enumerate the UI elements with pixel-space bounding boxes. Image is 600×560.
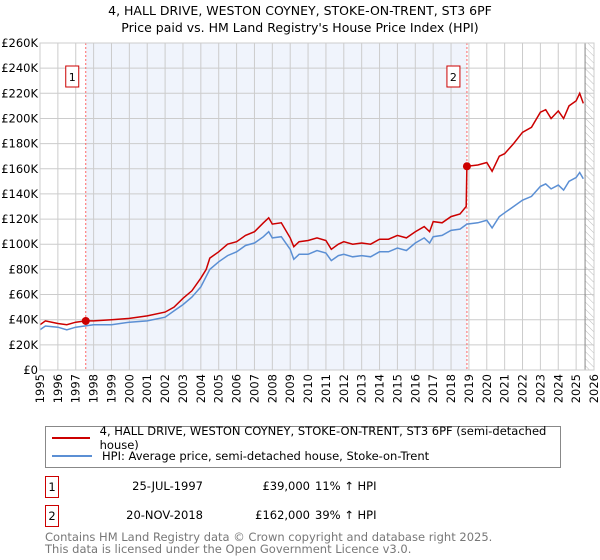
legend-swatch-blue xyxy=(52,455,92,457)
sale-row: 1 25-JUL-1997 £39,000 11% ↑ HPI xyxy=(45,476,565,498)
x-tick-label: 2008 xyxy=(265,374,279,403)
x-tick-label: 1998 xyxy=(87,374,101,403)
sale-badge: 2 xyxy=(45,505,59,527)
x-tick-label: 2017 xyxy=(426,374,440,403)
x-tick-label: 2022 xyxy=(516,374,530,403)
x-tick-label: 2002 xyxy=(158,374,172,403)
legend-label: HPI: Average price, semi-detached house,… xyxy=(102,449,430,463)
x-tick-label: 1997 xyxy=(69,374,83,403)
x-tick-label: 2012 xyxy=(337,374,351,403)
legend-swatch-red xyxy=(52,437,90,439)
price-chart: 1995 1996 1997 1998 1999 2000 2001 2002 2003 2004… xyxy=(1,36,600,403)
y-tick-label: £220K xyxy=(1,86,38,100)
x-tick-label: 2013 xyxy=(355,374,369,403)
plot-frame xyxy=(39,42,595,371)
sale-point xyxy=(81,316,90,325)
chart-title: 4, HALL DRIVE, WESTON COYNEY, STOKE-ON-T… xyxy=(108,3,492,18)
x-tick-label: 2001 xyxy=(140,374,154,403)
x-tick-label: 2003 xyxy=(176,374,190,403)
x-tick-label: 2025 xyxy=(569,374,583,403)
y-tick-label: £140K xyxy=(1,187,38,201)
x-tick-label: 1999 xyxy=(104,374,118,403)
x-tick-label: 2015 xyxy=(390,374,404,403)
forecast-hatch xyxy=(585,43,594,370)
sale-price: £39,000 xyxy=(262,479,310,493)
x-tick-label: 2024 xyxy=(551,374,565,403)
sale-date: 25-JUL-1997 xyxy=(132,479,203,493)
y-tick-label: £0 xyxy=(23,363,38,377)
y-tick-label: £160K xyxy=(1,162,38,176)
y-tick-label: £180K xyxy=(1,137,38,151)
x-tick-label: 2016 xyxy=(408,374,422,403)
sale-hpi-diff: 39% ↑ HPI xyxy=(315,508,377,522)
sale-label: 1 xyxy=(69,71,76,84)
x-tick-label: 2020 xyxy=(480,374,494,403)
footer-copyright: Contains HM Land Registry data © Crown c… xyxy=(45,530,493,544)
x-tick-label: 2000 xyxy=(122,374,136,403)
footer-licence: This data is licensed under the Open Gov… xyxy=(45,542,412,556)
sale-row: 2 20-NOV-2018 £162,000 39% ↑ HPI xyxy=(45,505,565,527)
legend: 4, HALL DRIVE, WESTON COYNEY, STOKE-ON-T… xyxy=(45,424,561,468)
hpi-line xyxy=(39,171,584,331)
sale-label: 2 xyxy=(450,71,457,84)
y-tick-label: £40K xyxy=(9,313,39,327)
sale-date: 20-NOV-2018 xyxy=(126,508,203,522)
x-tick-label: 2009 xyxy=(283,374,297,403)
x-tick-label: 2004 xyxy=(194,374,208,403)
x-tick-label: 2023 xyxy=(533,374,547,403)
sale-point xyxy=(462,162,471,171)
sale-hpi-diff: 11% ↑ HPI xyxy=(315,479,377,493)
x-tick-label: 2021 xyxy=(498,374,512,403)
y-tick-label: £100K xyxy=(1,237,38,251)
x-tick-label: 1996 xyxy=(51,374,65,403)
y-tick-label: £60K xyxy=(9,288,39,302)
sale-badge: 1 xyxy=(45,476,59,498)
x-tick-label: 2010 xyxy=(301,374,315,403)
y-tick-label: £20K xyxy=(9,338,39,352)
y-tick-label: £240K xyxy=(1,61,38,75)
chart-subtitle: Price paid vs. HM Land Registry's House … xyxy=(121,20,479,35)
y-tick-label: £200K xyxy=(1,111,38,125)
y-tick-label: £260K xyxy=(1,36,38,50)
sale-price: £162,000 xyxy=(255,508,310,522)
x-tick-label: 1995 xyxy=(33,374,47,403)
x-tick-label: 2011 xyxy=(319,374,333,403)
legend-item-hpi: HPI: Average price, semi-detached house,… xyxy=(52,448,429,464)
x-tick-label: 2019 xyxy=(462,374,476,403)
price-paid-line xyxy=(39,91,585,326)
sale-label-box xyxy=(446,65,461,88)
y-tick-label: £80K xyxy=(9,262,39,276)
legend-item-property: 4, HALL DRIVE, WESTON COYNEY, STOKE-ON-T… xyxy=(52,424,560,452)
y-tick-label: £120K xyxy=(1,212,38,226)
x-tick-label: 2018 xyxy=(444,374,458,403)
sale-label-box xyxy=(65,65,80,88)
x-tick-label: 2006 xyxy=(230,374,244,403)
legend-label: 4, HALL DRIVE, WESTON COYNEY, STOKE-ON-T… xyxy=(99,424,547,452)
x-tick-label: 2007 xyxy=(247,374,261,403)
x-tick-label: 2014 xyxy=(373,374,387,403)
x-tick-label: 2026 xyxy=(587,374,600,403)
x-tick-label: 2005 xyxy=(212,374,226,403)
